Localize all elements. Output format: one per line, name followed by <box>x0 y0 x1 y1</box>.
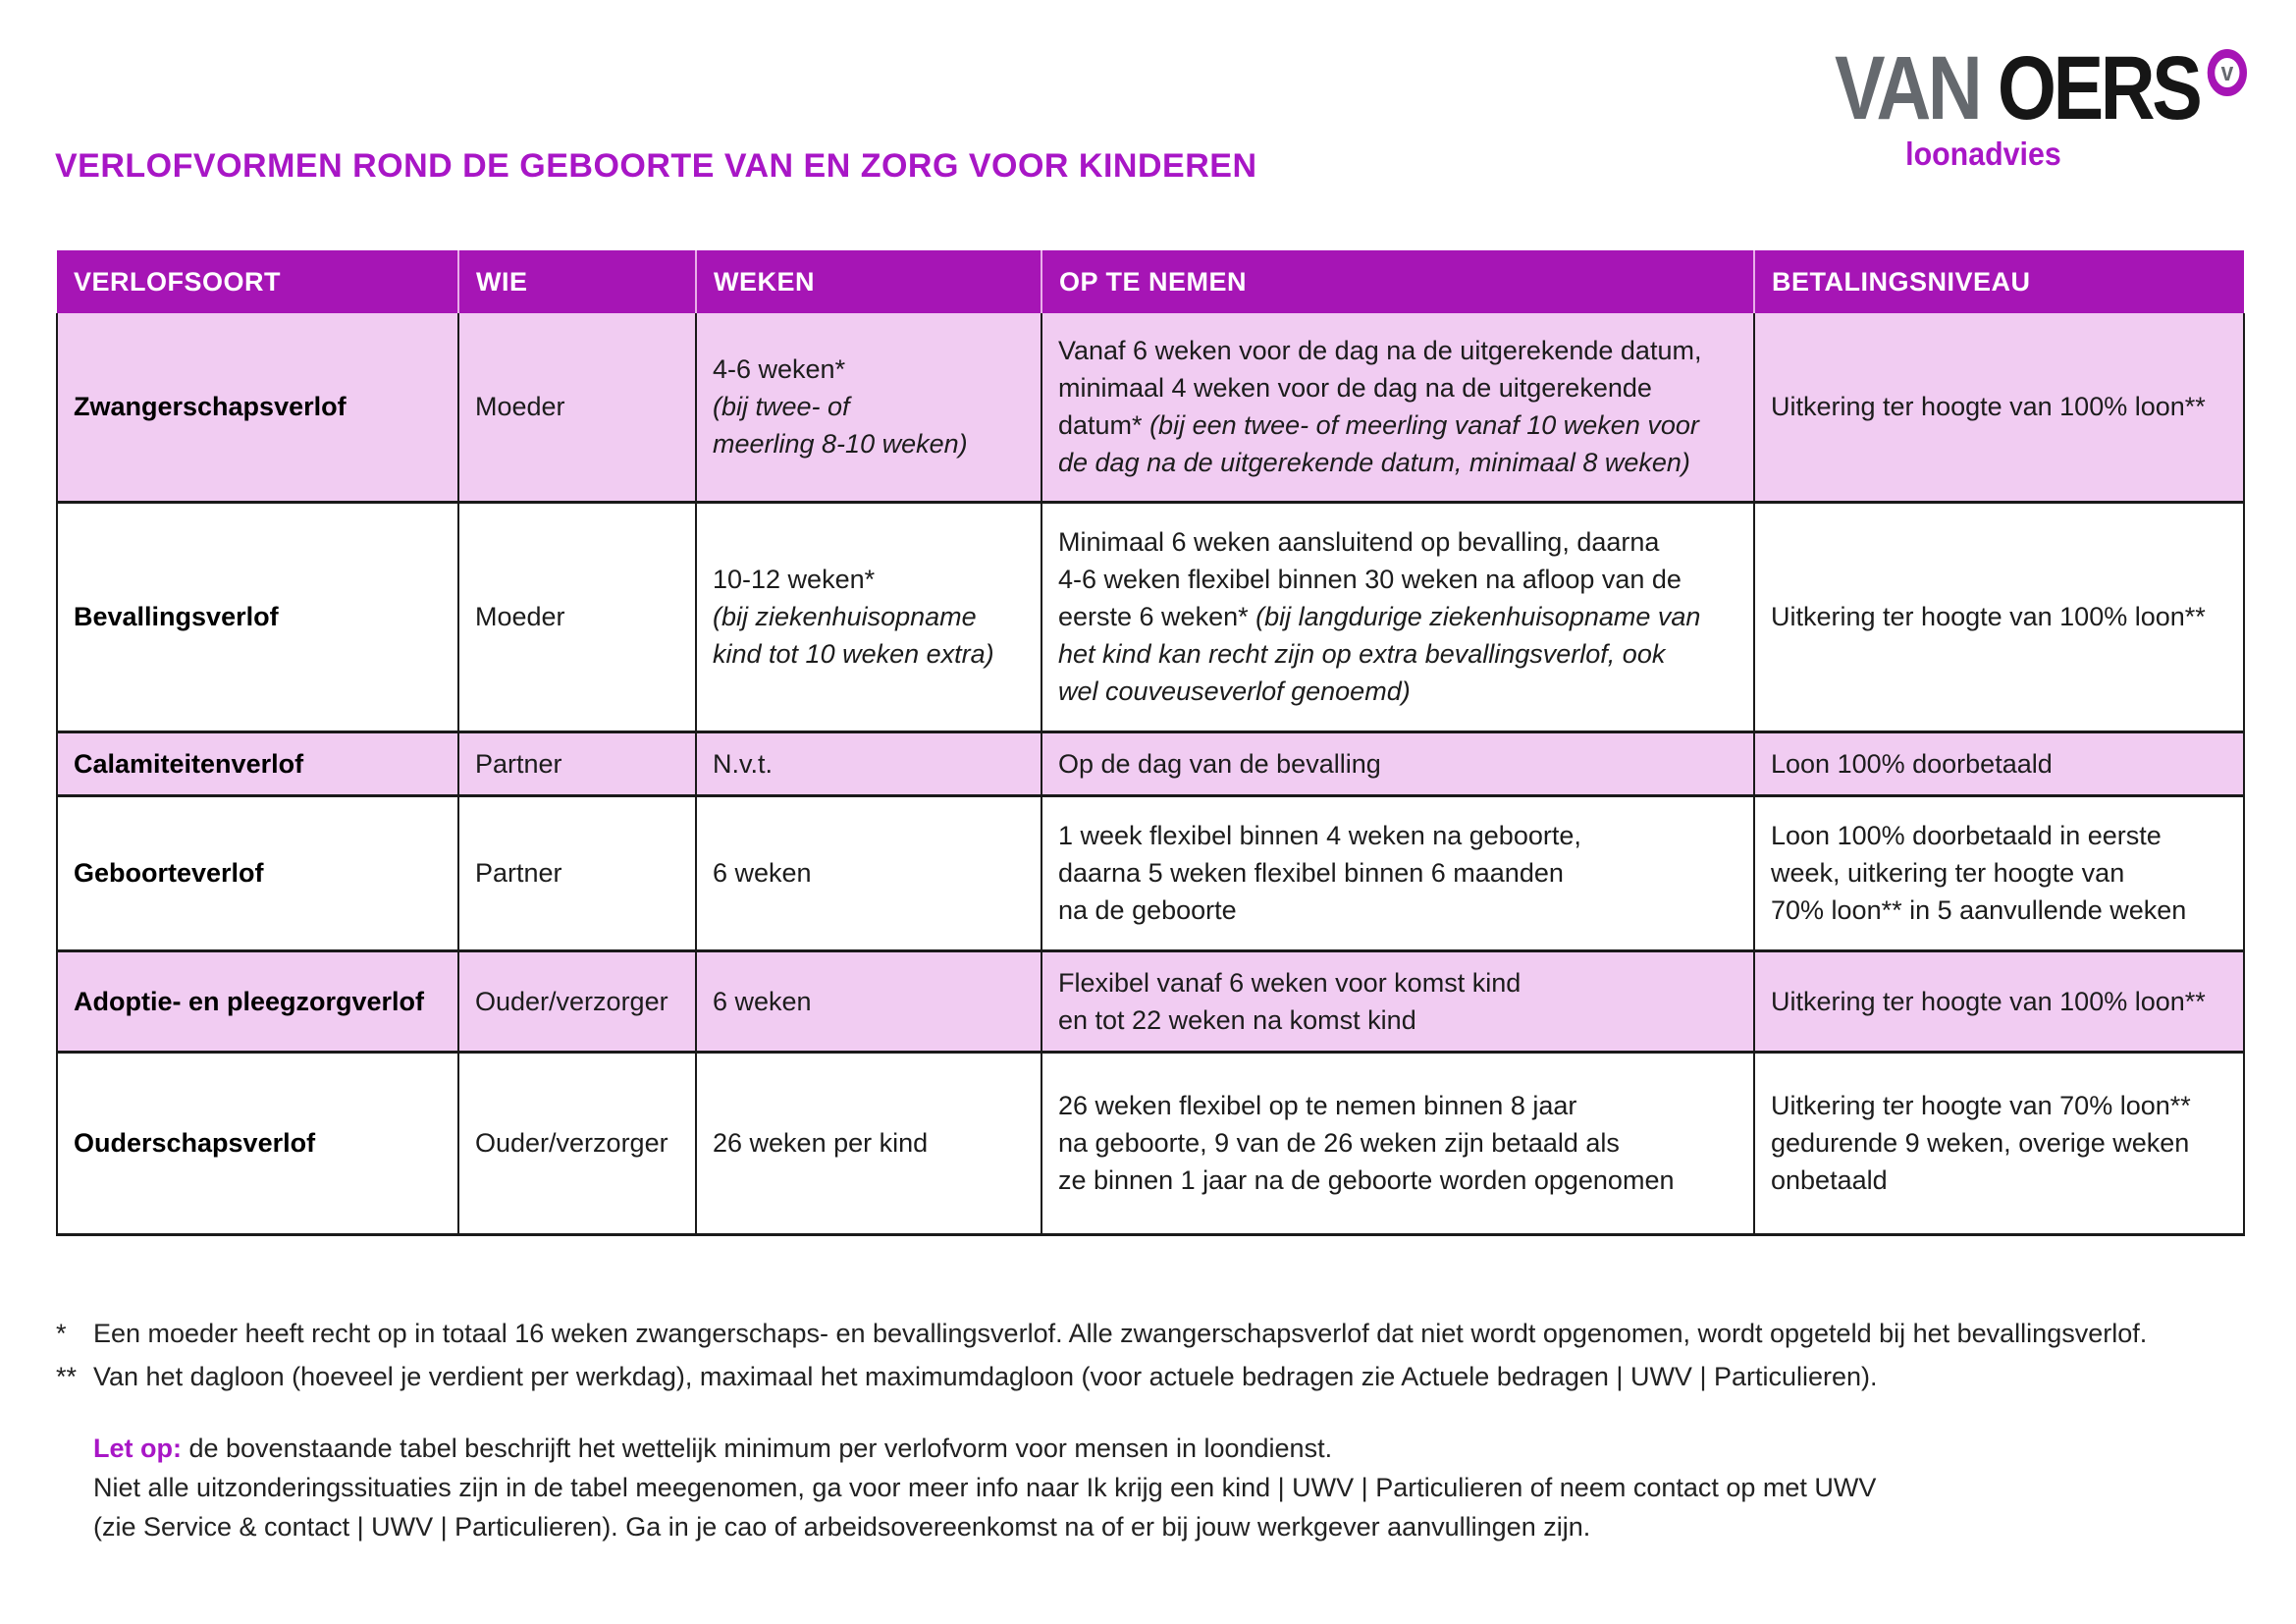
table-row: Zwangerschapsverlof Moeder 4-6 weken* (bij… <box>56 313 2245 503</box>
logo-oers-text: OERS <box>1997 38 2203 138</box>
column-header-betalingsniveau: BETALINGSNIVEAU <box>1753 250 2244 313</box>
table-body: Zwangerschapsverlof Moeder 4-6 weken* (bij… <box>56 313 2245 1236</box>
cell-op_te_nemen: 26 weken flexibel op te nemen binnen 8 j… <box>1041 1050 1755 1236</box>
column-header-verlofsoort: VERLOFSOORT <box>57 250 458 313</box>
footnote-text: Een moeder heeft recht op in totaal 16 w… <box>93 1319 2148 1348</box>
note-line-2: Niet alle uitzonderingssituaties zijn in… <box>93 1473 1877 1502</box>
logo-van-text: VAN <box>1834 38 1983 138</box>
logo-badge-letter: v <box>2220 57 2234 87</box>
cell-op_te_nemen: Minimaal 6 weken aansluitend op bevallin… <box>1041 500 1755 732</box>
cell-verlofsoort: Ouderschapsverlof <box>56 1050 459 1236</box>
cell-wie: Partner <box>457 793 697 951</box>
cell-weken: 6 weken <box>695 948 1042 1053</box>
footnote-marker: * <box>56 1319 67 1348</box>
column-header-op_te_nemen: OP TE NEMEN <box>1041 250 1754 313</box>
cell-verlofsoort: Zwangerschapsverlof <box>56 313 459 503</box>
cell-betalingsniveau: Loon 100% doorbetaald <box>1753 730 2245 796</box>
logo-wordmark: VAN OERS v <box>1834 38 2247 138</box>
cell-wie: Moeder <box>457 500 697 732</box>
cell-verlofsoort: Bevallingsverlof <box>56 500 459 732</box>
cell-betalingsniveau: Uitkering ter hoogte van 100% loon** <box>1753 313 2245 503</box>
cell-wie: Ouder/verzorger <box>457 1050 697 1236</box>
cell-betalingsniveau: Uitkering ter hoogte van 100% loon** <box>1753 948 2245 1053</box>
column-header-wie: WIE <box>457 250 696 313</box>
cell-op_te_nemen: Vanaf 6 weken voor de dag na de uitgerek… <box>1041 313 1755 503</box>
cell-wie: Partner <box>457 730 697 796</box>
cell-verlofsoort: Adoptie- en pleegzorgverlof <box>56 948 459 1053</box>
table-header: VERLOFSOORT WIE WEKEN OP TE NEMEN BETALINGSN… <box>57 250 2244 313</box>
cell-wie: Moeder <box>457 313 697 503</box>
logo-v-badge-icon: v <box>2207 49 2247 96</box>
cell-wie: Ouder/verzorger <box>457 948 697 1053</box>
header-row: VERLOFSOORT WIE WEKEN OP TE NEMEN BETALINGSN… <box>57 250 2244 313</box>
note-line-1-text: de bovenstaande tabel beschrijft het wet… <box>181 1434 1333 1463</box>
logo-subtitle: loonadvies <box>1904 135 2061 173</box>
footnote-text: Van het dagloon (hoeveel je verdient per… <box>93 1362 1878 1391</box>
note-label: Let op: <box>93 1434 182 1463</box>
cell-weken: 6 weken <box>695 793 1042 951</box>
table-row: Geboorteverlof Partner 6 weken 1 week flexi… <box>56 793 2245 951</box>
cell-verlofsoort: Calamiteitenverlof <box>56 730 459 796</box>
page-title: VERLOFVORMEN ROND DE GEBOORTE VAN EN ZOR… <box>55 147 1257 185</box>
table-row: Calamiteitenverlof Partner N.v.t. Op de dag… <box>56 730 2245 796</box>
note-line-3: (zie Service & contact | UWV | Particuli… <box>93 1512 1591 1542</box>
cell-weken: 26 weken per kind <box>695 1050 1042 1236</box>
cell-weken: 10-12 weken* (bij ziekenhuisopname kind … <box>695 500 1042 732</box>
footnote-double-asterisk: ** Van het dagloon (hoeveel je verdient … <box>56 1357 2245 1396</box>
table-row: Adoptie- en pleegzorgverlof Ouder/verzorg… <box>56 948 2245 1053</box>
table-row: Bevallingsverlof Moeder 10-12 weken* (bij … <box>56 500 2245 732</box>
leave-table: VERLOFSOORT WIE WEKEN OP TE NEMEN BETALINGSN… <box>56 250 2245 1236</box>
cell-betalingsniveau: Loon 100% doorbetaald in eerste week, ui… <box>1753 793 2245 951</box>
cell-op_te_nemen: Op de dag van de bevalling <box>1041 730 1755 796</box>
column-header-weken: WEKEN <box>695 250 1041 313</box>
table-row: Ouderschapsverlof Ouder/verzorger 26 weken… <box>56 1050 2245 1236</box>
cell-betalingsniveau: Uitkering ter hoogte van 100% loon** <box>1753 500 2245 732</box>
cell-weken: 4-6 weken* (bij twee- of meerling 8-10 w… <box>695 313 1042 503</box>
leave-table-wrapper: VERLOFSOORT WIE WEKEN OP TE NEMEN BETALINGSN… <box>56 250 2245 1236</box>
cell-op_te_nemen: 1 week flexibel binnen 4 weken na geboor… <box>1041 793 1755 951</box>
cell-op_te_nemen: Flexibel vanaf 6 weken voor komst kind e… <box>1041 948 1755 1053</box>
logo: VAN OERS v loonadvies <box>1756 38 2247 173</box>
cell-verlofsoort: Geboorteverlof <box>56 793 459 951</box>
footnote-single-asterisk: * Een moeder heeft recht op in totaal 16… <box>56 1314 2245 1353</box>
footnotes: * Een moeder heeft recht op in totaal 16… <box>56 1314 2245 1400</box>
cell-weken: N.v.t. <box>695 730 1042 796</box>
footnote-marker: ** <box>56 1362 78 1391</box>
attention-note: Let op: de bovenstaande tabel beschrijft… <box>93 1429 2243 1546</box>
cell-betalingsniveau: Uitkering ter hoogte van 70% loon** gedu… <box>1753 1050 2245 1236</box>
note-line-1: Let op: de bovenstaande tabel beschrijft… <box>93 1429 2243 1468</box>
